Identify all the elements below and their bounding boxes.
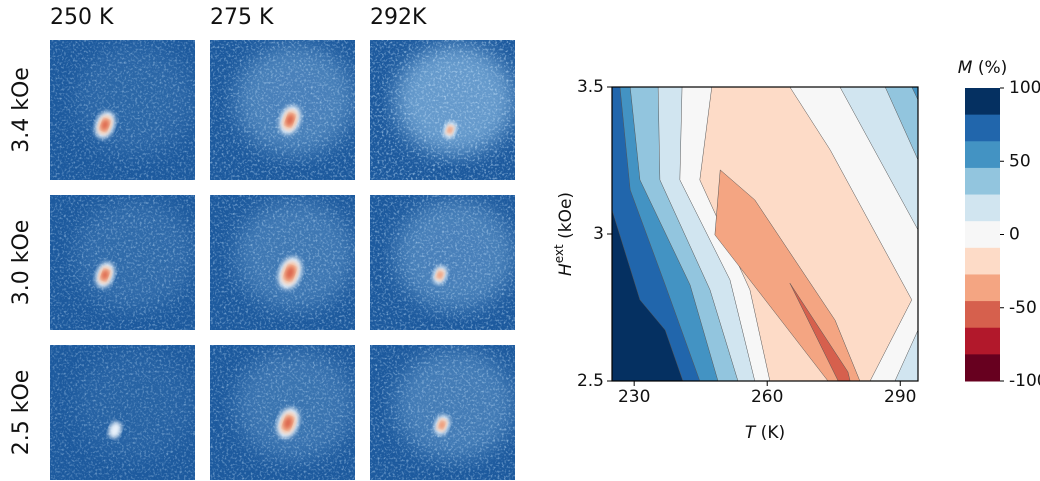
colorbar-label: M (%) — [958, 58, 1008, 78]
image-panel — [370, 195, 515, 330]
panel-content — [210, 345, 355, 480]
noise — [50, 195, 195, 330]
noise — [210, 195, 355, 330]
panel-content — [370, 40, 515, 180]
colorbar-tick-label: -50 — [1009, 298, 1037, 318]
x-tick-label: 230 — [618, 387, 650, 407]
colorbar-band — [965, 195, 1000, 222]
image-panel — [210, 345, 355, 480]
noise — [50, 345, 195, 480]
noise — [370, 345, 515, 480]
y-axis-unit: (kOe) — [556, 192, 576, 244]
noise — [370, 195, 515, 330]
image-panel — [370, 345, 515, 480]
colorbar-band — [965, 354, 1000, 381]
y-tick-label: 3.5 — [577, 77, 604, 97]
image-grid: 250 K 275 K 292K 3.4 kOe 3.0 kOe 2.5 kOe — [9, 5, 515, 480]
colorbar-tick-label: 50 — [1009, 151, 1031, 171]
x-axis-unit: (K) — [755, 423, 785, 443]
image-panel — [50, 345, 195, 480]
colorbar-band — [965, 115, 1000, 142]
panel-content — [210, 40, 355, 180]
image-panel — [210, 40, 355, 180]
colorbar-tick-label: 100 — [1009, 78, 1040, 98]
colorbar-band — [965, 141, 1000, 168]
column-header: 292K — [370, 5, 427, 30]
figure: 250 K275 K292K3.4 kOe3.0 kOe2.5 kOe 2302… — [0, 0, 1040, 481]
panel-content — [210, 195, 355, 330]
colorbar-unit: (%) — [972, 58, 1007, 78]
panel-content — [370, 195, 515, 330]
noise — [210, 40, 355, 180]
x-tick-label: 290 — [884, 387, 916, 407]
colorbar-var: M — [958, 58, 973, 78]
y-tick-label: 3 — [593, 224, 604, 244]
image-panel — [370, 40, 515, 180]
y-axis-var: H — [556, 263, 576, 276]
image-panel — [50, 40, 195, 180]
x-axis-label: T (K) — [745, 423, 785, 443]
y-axis-sup: ext — [552, 244, 566, 263]
colorbar-tick-label: 0 — [1009, 225, 1020, 245]
panel-content — [50, 195, 195, 330]
noise — [370, 40, 515, 180]
image-panel — [210, 195, 355, 330]
noise — [50, 40, 195, 180]
column-header: 275 K — [210, 5, 274, 30]
image-panel — [50, 195, 195, 330]
x-tick-label: 260 — [751, 387, 783, 407]
y-axis-label: Hext (kOe) — [552, 192, 577, 276]
colorbar-band — [965, 301, 1000, 328]
panel-content — [50, 345, 195, 480]
row-label: 3.0 kOe — [9, 220, 34, 306]
colorbar-tick-label: -100 — [1009, 371, 1040, 391]
row-label: 3.4 kOe — [9, 67, 34, 153]
column-header: 250 K — [50, 5, 114, 30]
colorbar-band — [965, 328, 1000, 355]
row-label: 2.5 kOe — [9, 370, 34, 456]
y-tick-label: 2.5 — [577, 371, 604, 391]
colorbar-band — [965, 248, 1000, 275]
contour-plot: 230 260 290 2.5 3 3.5 T (K) Hext (kOe) 100 50 0 -50… — [552, 58, 1040, 443]
colorbar-band — [965, 168, 1000, 195]
colorbar-band — [965, 88, 1000, 115]
colorbar-band — [965, 221, 1000, 248]
colorbar-band — [965, 274, 1000, 301]
panel-content — [370, 345, 515, 480]
panel-content — [50, 40, 195, 180]
